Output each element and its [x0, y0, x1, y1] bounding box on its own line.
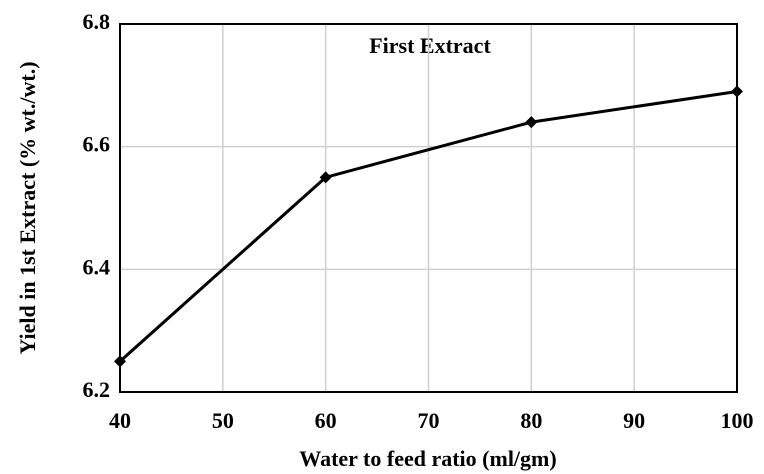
x-tick-label: 70: [418, 408, 440, 433]
y-tick-label: 6.6: [83, 132, 111, 157]
y-tick-label: 6.4: [83, 254, 111, 279]
x-tick-label: 80: [520, 408, 542, 433]
y-tick-label: 6.8: [83, 9, 111, 34]
data-point: [731, 85, 743, 98]
data-point: [114, 355, 126, 368]
x-axis-label: Water to feed ratio (ml/gm): [299, 446, 556, 471]
x-tick-label: 90: [623, 408, 645, 433]
data-point: [319, 171, 332, 184]
chart-title: First Extract: [369, 33, 491, 58]
y-axis-label: Yield in 1st Extract (% wt./wt.): [15, 61, 40, 354]
x-tick-label: 60: [315, 408, 337, 433]
x-tick-label: 40: [109, 408, 131, 433]
x-tick-label: 50: [212, 408, 234, 433]
y-tick-label: 6.2: [83, 377, 111, 402]
data-line: [118, 89, 738, 363]
data-point: [525, 116, 538, 129]
x-tick-label: 100: [721, 408, 754, 433]
plot-frame: [119, 23, 738, 393]
